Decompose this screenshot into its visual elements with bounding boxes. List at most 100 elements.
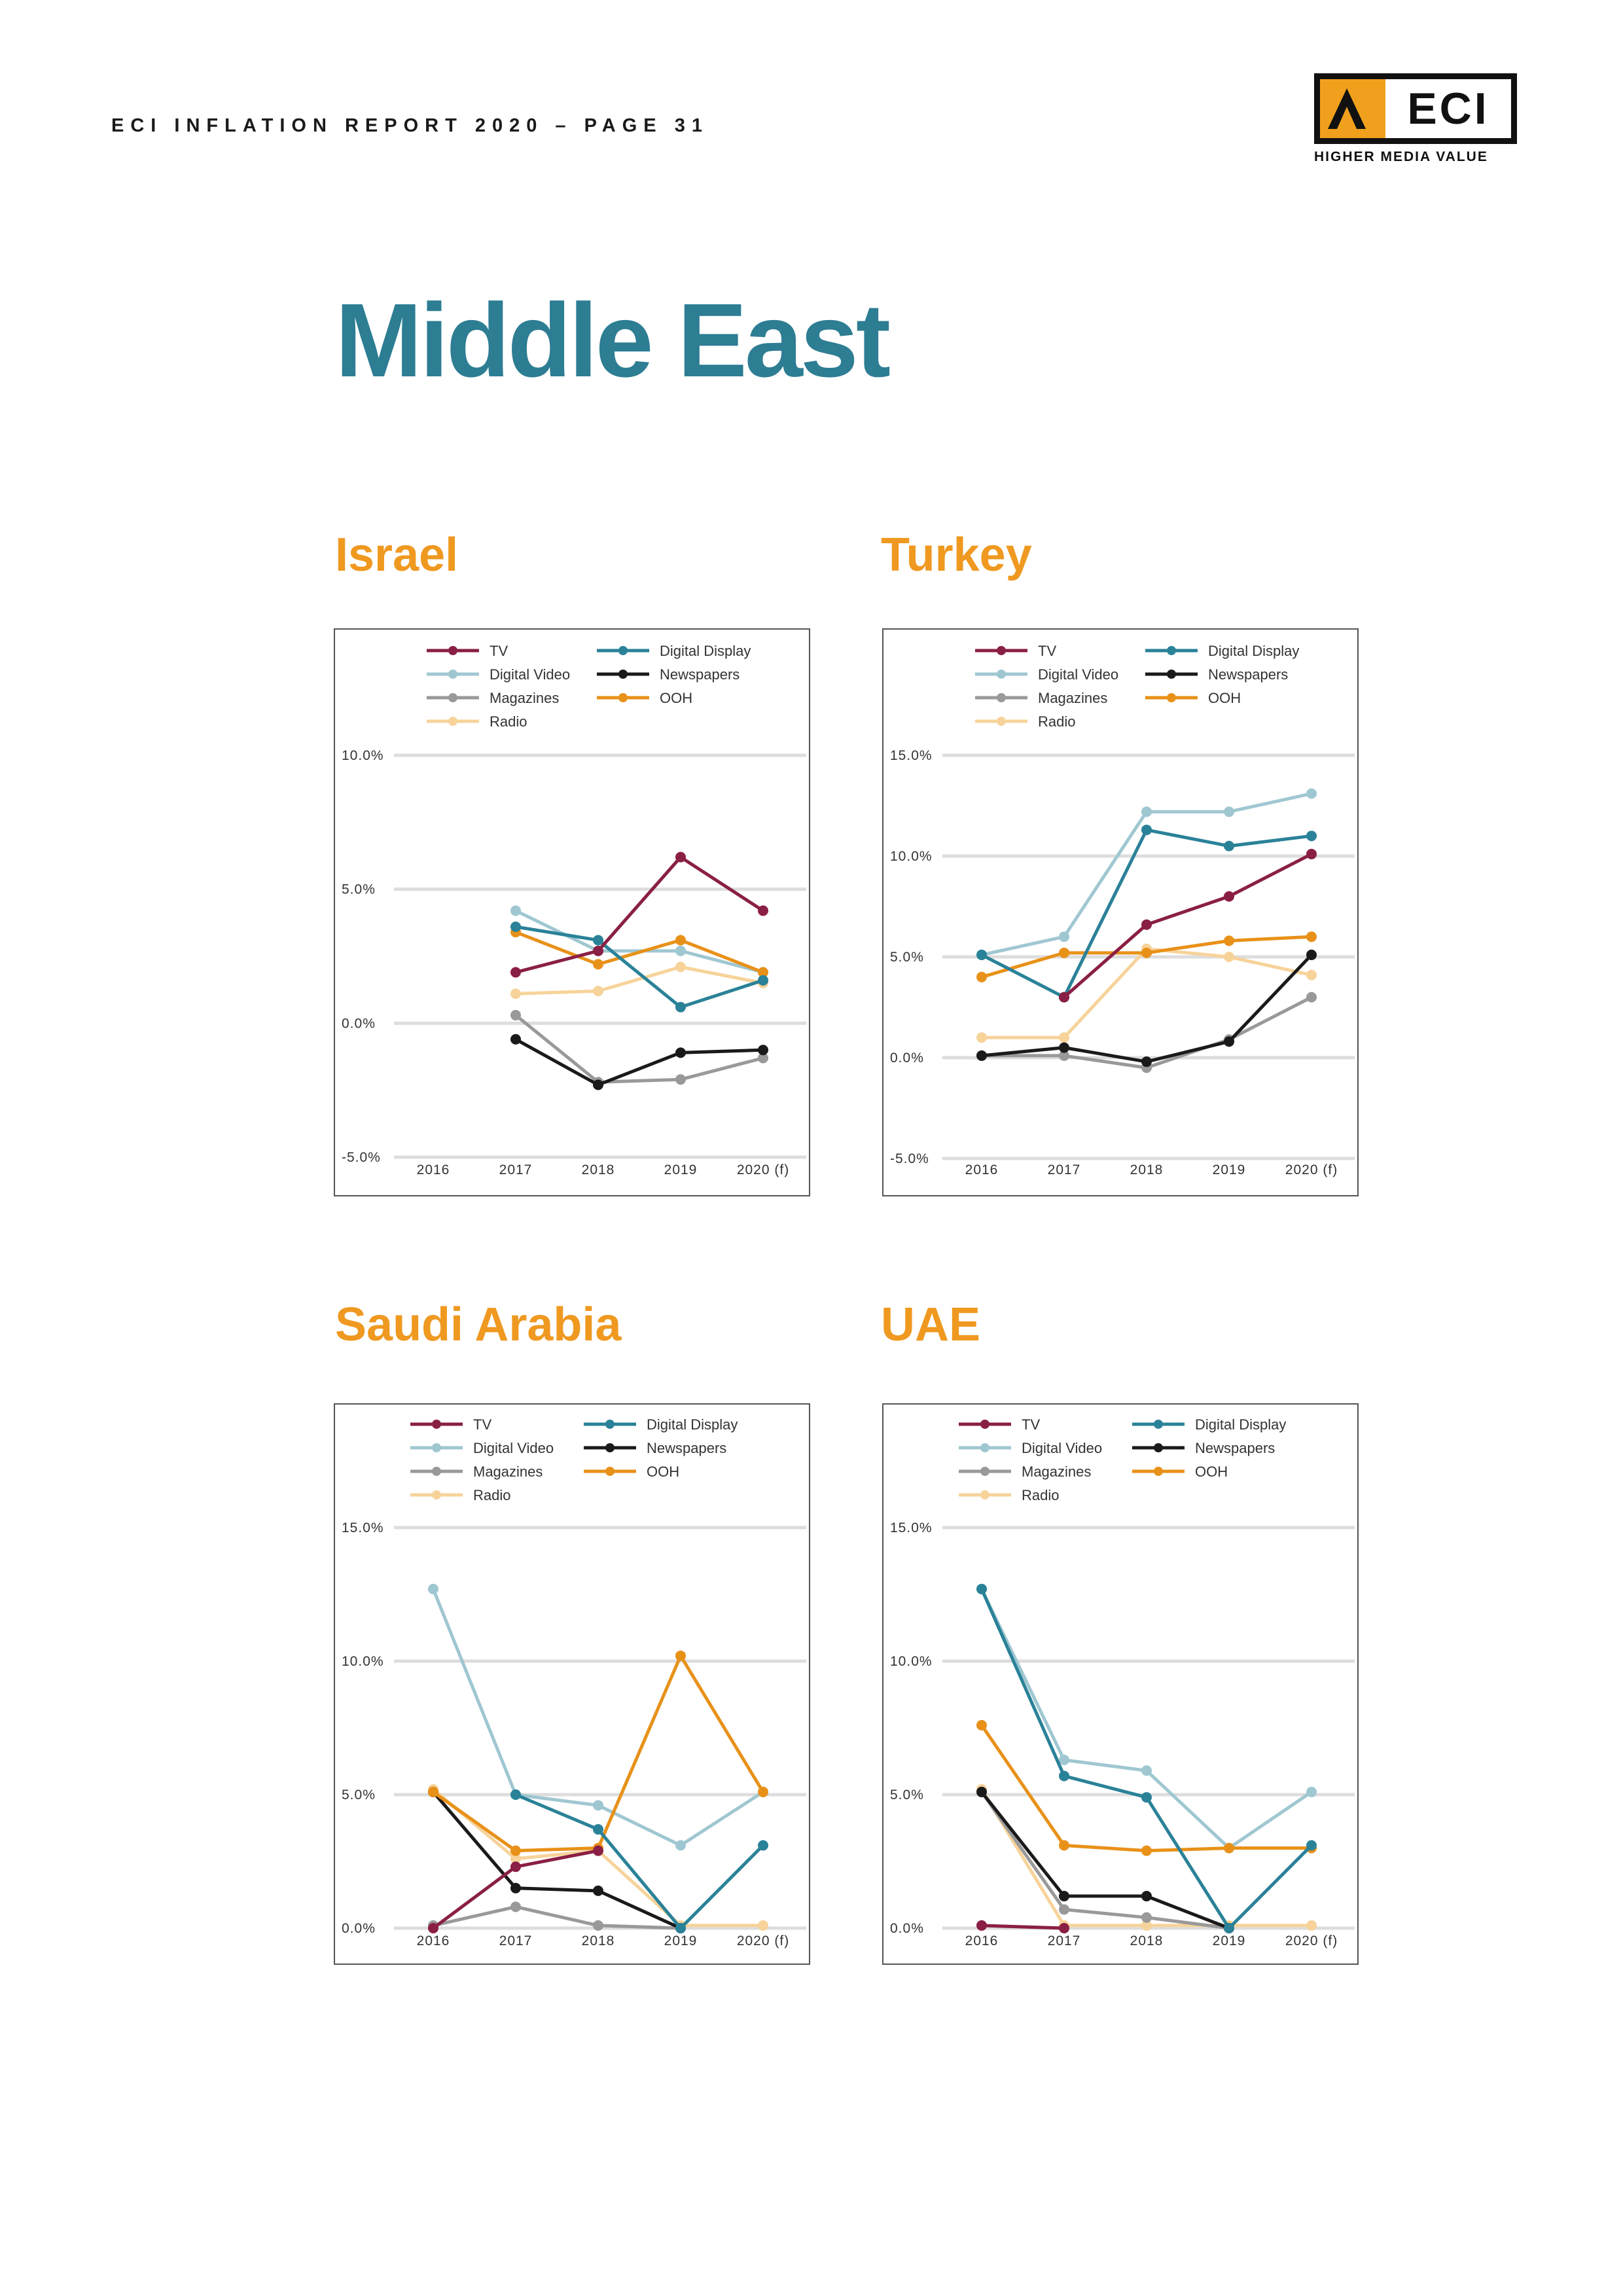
- data-point: [675, 1650, 686, 1661]
- series-line: [514, 930, 765, 975]
- legend-label: Newspapers: [647, 1440, 726, 1456]
- data-point: [1141, 824, 1152, 835]
- data-point: [675, 935, 686, 946]
- legend-item-digital-video: Digital Video: [975, 666, 1118, 683]
- logo-tagline: HIGHER MEDIA VALUE: [1314, 149, 1488, 164]
- data-point: [593, 986, 603, 997]
- x-tick-label: 2017: [499, 1933, 533, 1948]
- y-tick-label: 5.0%: [342, 1787, 376, 1803]
- page-title: Middle East: [335, 281, 891, 399]
- x-tick-label: 2018: [582, 1162, 615, 1177]
- eci-logo: ECI HIGHER MEDIA VALUE: [1314, 73, 1517, 165]
- legend-label: OOH: [1208, 690, 1241, 706]
- legend-label: Newspapers: [1208, 666, 1288, 683]
- data-point: [1224, 891, 1234, 902]
- data-point: [758, 975, 768, 986]
- data-point: [1059, 1032, 1069, 1043]
- series-line: [980, 1587, 1313, 1930]
- data-point: [1141, 806, 1152, 817]
- series-tv: [1059, 848, 1317, 1003]
- chevron-triangle-icon: [1320, 79, 1385, 138]
- legend-item-digital-video: Digital Video: [959, 1440, 1102, 1456]
- legend-swatch-dot: [980, 1490, 990, 1499]
- x-tick-label: 2017: [1048, 1162, 1081, 1177]
- data-point: [758, 1840, 768, 1851]
- legend-swatch-dot: [448, 693, 457, 702]
- y-tick-label: 10.0%: [342, 1654, 384, 1669]
- data-point: [1059, 931, 1069, 942]
- data-point: [1059, 1891, 1069, 1902]
- data-point: [1224, 935, 1234, 946]
- data-point: [1224, 1842, 1234, 1854]
- data-point: [1306, 788, 1317, 799]
- legend-item-tv: TV: [427, 643, 508, 659]
- data-point: [1306, 1786, 1317, 1797]
- series-newspapers: [976, 1786, 1234, 1933]
- legend-label: Magazines: [1022, 1463, 1091, 1480]
- legend-item-newspapers: Newspapers: [597, 666, 740, 683]
- y-tick-label: 15.0%: [890, 748, 933, 763]
- data-point: [1141, 1912, 1152, 1923]
- data-point: [510, 1789, 521, 1800]
- series-ooh: [976, 931, 1317, 982]
- x-tick-label: 2017: [1048, 1933, 1081, 1948]
- data-point: [976, 1583, 987, 1594]
- series-radio: [510, 961, 768, 999]
- data-point: [510, 905, 521, 916]
- data-point: [1141, 1056, 1152, 1067]
- legend-label: Newspapers: [660, 666, 740, 683]
- data-point: [1224, 1923, 1234, 1933]
- chart-svg: TV Digital Display Digital Video Newspapers…: [342, 643, 806, 1177]
- data-point: [1141, 947, 1152, 958]
- data-point: [1306, 969, 1317, 980]
- data-point: [1059, 1050, 1069, 1061]
- series-tv: [976, 1920, 1069, 1933]
- data-point: [510, 1853, 521, 1864]
- data-point: [593, 1079, 603, 1090]
- legend-label: Digital Display: [1195, 1416, 1286, 1433]
- y-tick-label: 10.0%: [890, 1654, 933, 1669]
- chart-israel: TV Digital Display Digital Video Newspapers…: [334, 628, 810, 1196]
- data-point: [593, 1845, 603, 1856]
- legend-swatch-dot: [1154, 1443, 1163, 1452]
- data-point: [1059, 1840, 1069, 1851]
- legend-swatch-dot: [1154, 1420, 1163, 1429]
- legend-swatch-dot: [605, 1420, 615, 1429]
- legend-item-tv: TV: [975, 643, 1056, 659]
- legend-swatch-dot: [432, 1490, 441, 1499]
- data-point: [1141, 1891, 1152, 1902]
- legend-label: Digital Display: [1208, 643, 1299, 659]
- series-digital-display: [976, 1583, 1317, 1933]
- legend-label: Newspapers: [1195, 1440, 1275, 1456]
- series-ooh: [976, 1719, 1317, 1856]
- data-point: [593, 959, 603, 970]
- data-point: [593, 1920, 603, 1931]
- series-magazines: [976, 1786, 1234, 1933]
- x-tick-label: 2019: [664, 1933, 698, 1948]
- series-digital-video: [510, 905, 768, 978]
- y-tick-label: 10.0%: [890, 849, 933, 864]
- x-tick-label: 2016: [417, 1933, 450, 1948]
- chart-title-uae: UAE: [881, 1299, 981, 1351]
- data-point: [1059, 1042, 1069, 1053]
- data-point: [1141, 1792, 1152, 1803]
- legend-item-magazines: Magazines: [959, 1463, 1091, 1480]
- x-tick-label: 2020 (f): [1285, 1933, 1338, 1948]
- legend-item-magazines: Magazines: [975, 690, 1107, 706]
- legend-swatch-dot: [997, 717, 1006, 726]
- series-line: [1062, 852, 1313, 999]
- x-tick-label: 2016: [965, 1162, 999, 1177]
- chart-svg: TV Digital Display Digital Video Newspapers…: [890, 643, 1355, 1177]
- data-point: [758, 1045, 768, 1056]
- legend-swatch-dot: [605, 1443, 615, 1452]
- x-tick-label: 2020 (f): [1285, 1162, 1338, 1177]
- chart-turkey: TV Digital Display Digital Video Newspapers…: [882, 628, 1359, 1196]
- series-digital-display: [510, 1789, 768, 1933]
- legend-swatch-dot: [618, 693, 628, 702]
- legend-swatch-dot: [997, 670, 1006, 679]
- legend-label: Digital Video: [473, 1440, 554, 1456]
- legend-swatch-dot: [997, 646, 1006, 655]
- data-point: [1306, 992, 1317, 1003]
- data-point: [510, 967, 521, 978]
- series-line: [514, 855, 765, 975]
